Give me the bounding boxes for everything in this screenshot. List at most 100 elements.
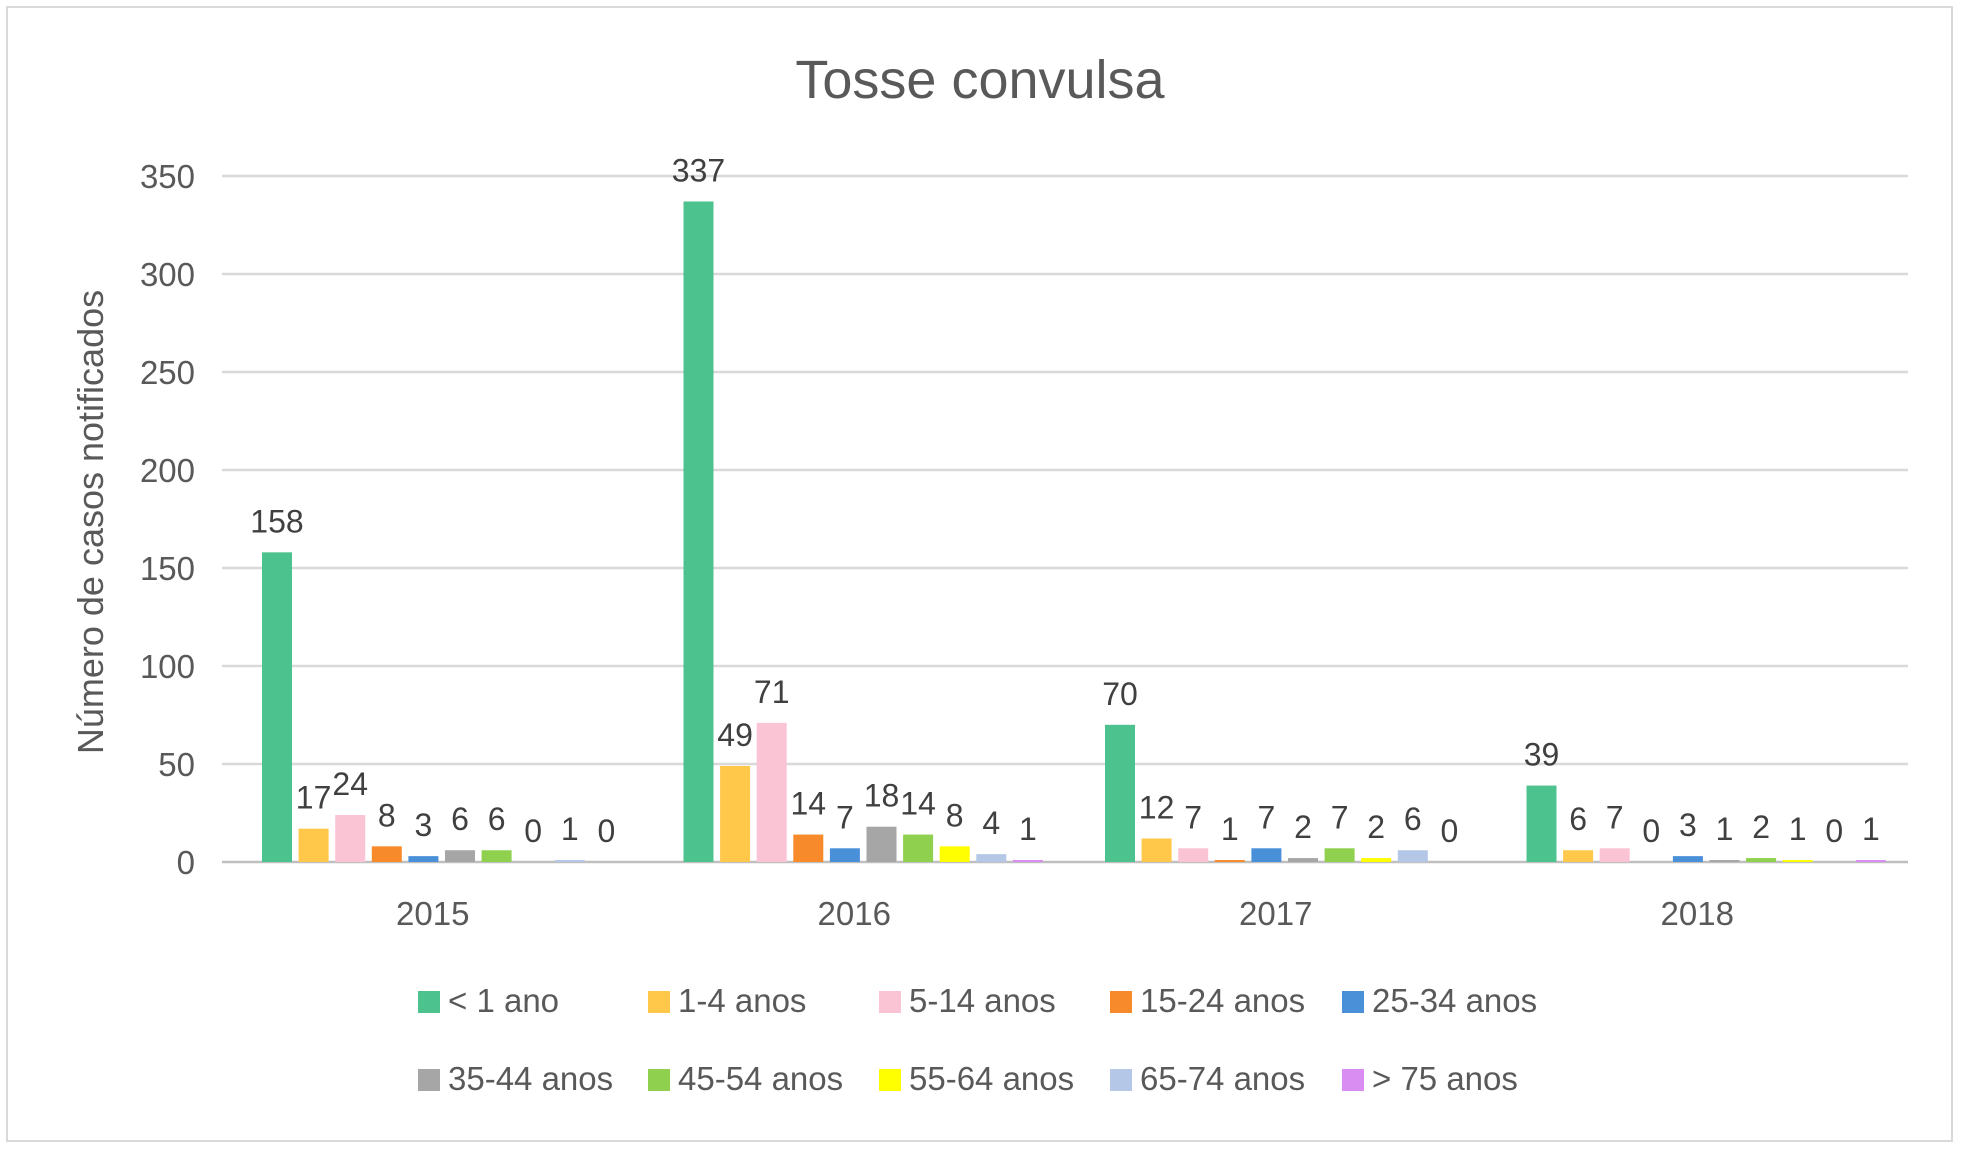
data-label: 24 bbox=[332, 766, 368, 802]
legend: < 1 ano 1-4 anos 5-14 anos 15-24 anos 25-34 … bbox=[418, 982, 1537, 1097]
bar bbox=[298, 828, 329, 862]
data-label: 6 bbox=[1404, 801, 1422, 837]
data-label: 2 bbox=[1294, 809, 1312, 845]
legend-swatch bbox=[1110, 991, 1132, 1013]
legend-swatch bbox=[879, 991, 901, 1013]
y-tick-label: 250 bbox=[140, 354, 195, 391]
bar bbox=[720, 765, 751, 862]
bar bbox=[1672, 856, 1703, 862]
data-label: 0 bbox=[1441, 813, 1459, 849]
bar bbox=[793, 834, 824, 862]
bar bbox=[1746, 858, 1777, 862]
data-label: 3 bbox=[415, 807, 433, 843]
data-label: 7 bbox=[1331, 799, 1349, 835]
bar bbox=[976, 854, 1007, 862]
data-label: 7 bbox=[836, 799, 854, 835]
bar bbox=[1709, 860, 1740, 862]
y-tick-label: 350 bbox=[140, 158, 195, 195]
legend-swatch bbox=[418, 1069, 440, 1091]
bar bbox=[1012, 860, 1043, 862]
data-label: 1 bbox=[1221, 811, 1239, 847]
bar bbox=[1178, 848, 1209, 862]
data-label: 49 bbox=[717, 717, 753, 753]
data-label: 337 bbox=[672, 152, 725, 188]
bar bbox=[866, 826, 897, 862]
bar bbox=[481, 850, 512, 862]
gridlines bbox=[222, 174, 1908, 864]
y-axis-ticks: 0 50 100 150 200 250 300 350 bbox=[140, 158, 195, 881]
chart-title: Tosse convulsa bbox=[795, 50, 1165, 110]
x-category-label: 2016 bbox=[818, 895, 891, 932]
bar bbox=[335, 814, 366, 862]
y-tick-label: 150 bbox=[140, 550, 195, 587]
x-category-label: 2015 bbox=[396, 895, 469, 932]
legend-swatch bbox=[418, 991, 440, 1013]
legend-label: 5-14 anos bbox=[909, 982, 1056, 1019]
data-label: 2 bbox=[1367, 809, 1385, 845]
legend-swatch bbox=[1110, 1069, 1132, 1091]
data-label: 17 bbox=[296, 780, 332, 816]
y-tick-label: 300 bbox=[140, 256, 195, 293]
legend-label: 65-74 anos bbox=[1140, 1060, 1305, 1097]
data-label: 18 bbox=[864, 778, 900, 814]
data-label: 3 bbox=[1679, 807, 1697, 843]
data-label: 1 bbox=[1019, 811, 1037, 847]
x-category-label: 2017 bbox=[1239, 895, 1312, 932]
data-label: 6 bbox=[451, 801, 469, 837]
legend-label: 1-4 anos bbox=[678, 982, 806, 1019]
bars bbox=[262, 201, 1886, 863]
bar bbox=[1105, 724, 1135, 862]
data-label: 8 bbox=[946, 797, 964, 833]
bar bbox=[1214, 860, 1245, 862]
bar bbox=[1526, 785, 1557, 862]
data-label: 8 bbox=[378, 797, 396, 833]
data-label: 0 bbox=[1642, 813, 1660, 849]
bar bbox=[445, 850, 475, 862]
data-label: 14 bbox=[900, 786, 936, 822]
legend-label: > 75 anos bbox=[1372, 1060, 1518, 1097]
data-label: 14 bbox=[791, 786, 827, 822]
x-axis-categories: 2015 2016 2017 2018 bbox=[396, 895, 1734, 932]
bar bbox=[408, 856, 439, 862]
bar bbox=[1599, 848, 1630, 862]
data-label: 39 bbox=[1524, 737, 1560, 773]
legend-swatch bbox=[1342, 991, 1364, 1013]
bar bbox=[1563, 850, 1594, 862]
legend-label: 35-44 anos bbox=[448, 1060, 613, 1097]
data-label: 2 bbox=[1752, 809, 1770, 845]
bar bbox=[829, 848, 860, 862]
legend-label: 15-24 anos bbox=[1140, 982, 1305, 1019]
x-category-label: 2018 bbox=[1661, 895, 1734, 932]
data-label: 71 bbox=[754, 674, 790, 710]
bar bbox=[554, 860, 585, 862]
legend-swatch bbox=[879, 1069, 901, 1091]
data-label: 0 bbox=[524, 813, 542, 849]
bar bbox=[683, 201, 714, 863]
y-tick-label: 0 bbox=[177, 844, 195, 881]
bar bbox=[1324, 848, 1355, 862]
data-label: 4 bbox=[982, 805, 1000, 841]
bar bbox=[1782, 860, 1813, 862]
legend-label: < 1 ano bbox=[448, 982, 559, 1019]
data-label: 6 bbox=[1569, 801, 1587, 837]
y-axis-label: Número de casos notificados bbox=[70, 290, 111, 754]
data-label: 7 bbox=[1606, 799, 1624, 835]
data-label: 1 bbox=[1789, 811, 1807, 847]
y-tick-label: 50 bbox=[158, 746, 195, 783]
y-tick-label: 100 bbox=[140, 648, 195, 685]
bar bbox=[1288, 858, 1318, 862]
legend-swatch bbox=[1342, 1069, 1364, 1091]
bar bbox=[1855, 860, 1886, 862]
bar bbox=[1141, 838, 1172, 862]
bar bbox=[939, 846, 970, 862]
y-tick-label: 200 bbox=[140, 452, 195, 489]
data-label: 12 bbox=[1139, 789, 1175, 825]
data-label: 0 bbox=[1825, 813, 1843, 849]
legend-swatch bbox=[648, 991, 670, 1013]
bar bbox=[1397, 850, 1428, 862]
bar bbox=[371, 846, 402, 862]
bar bbox=[1361, 858, 1392, 862]
bar bbox=[756, 722, 787, 862]
